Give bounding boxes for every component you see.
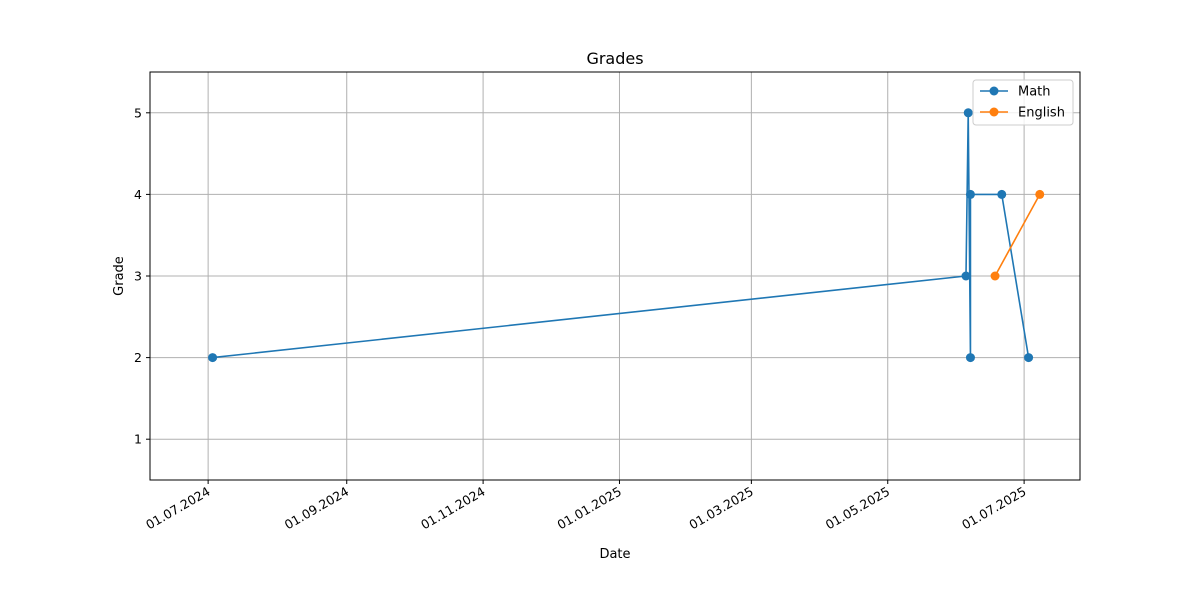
chart-title: Grades <box>586 49 643 68</box>
series-layer <box>208 108 1045 363</box>
legend-label-english: English <box>1018 106 1065 121</box>
series-math <box>208 108 1034 363</box>
y-axis-label: Grade <box>112 256 127 296</box>
data-point-math <box>1024 353 1034 363</box>
data-point-math <box>965 189 975 199</box>
legend-marker-math <box>989 86 999 96</box>
legend: Math English <box>972 79 1074 126</box>
data-point-english <box>1035 189 1045 199</box>
y-tick-label: 3 <box>134 269 142 284</box>
grid <box>150 72 1080 480</box>
y-tick-label: 4 <box>134 187 142 202</box>
legend-item-english: English <box>980 106 1065 121</box>
data-point-english <box>990 271 1000 281</box>
legend-label-math: Math <box>1018 85 1051 100</box>
legend-item-math: Math <box>980 85 1051 100</box>
series-line-english <box>994 194 1041 277</box>
y-tick-label: 5 <box>134 105 142 120</box>
y-tick-label: 2 <box>134 350 142 365</box>
data-point-math <box>997 189 1007 199</box>
data-point-math <box>963 108 973 118</box>
data-point-math <box>965 353 975 363</box>
y-tick-label: 1 <box>134 432 142 447</box>
data-point-math <box>208 353 218 363</box>
y-axis: 1 2 3 4 5 <box>134 105 150 447</box>
data-point-math <box>961 271 971 281</box>
x-axis-label: Date <box>599 547 630 562</box>
legend-marker-english <box>989 107 999 117</box>
series-english <box>990 189 1045 281</box>
